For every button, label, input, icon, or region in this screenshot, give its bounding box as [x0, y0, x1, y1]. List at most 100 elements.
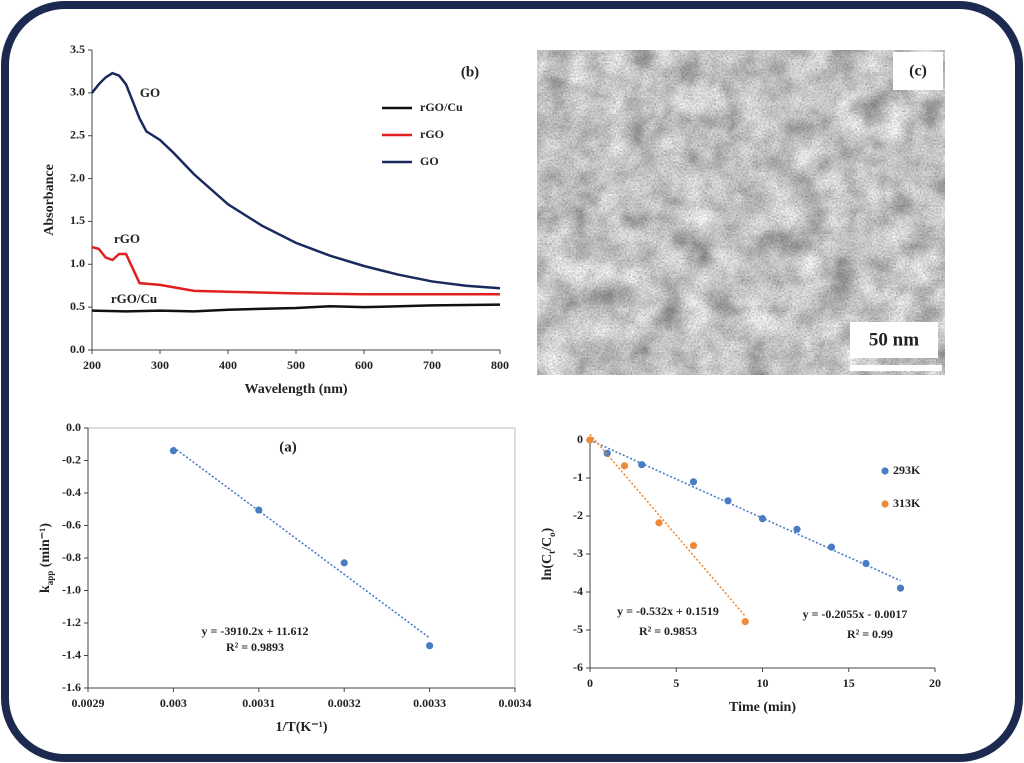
x-tick-label: 0.003 [160, 696, 187, 710]
trendline-equation: y = -0.532x + 0.1519 [617, 604, 719, 618]
y-tick-label: 0 [577, 432, 583, 446]
y-tick-label: 1.0 [70, 256, 85, 270]
annotation: GO [140, 85, 160, 100]
panel-title: (b) [461, 64, 479, 80]
data-point [741, 618, 749, 626]
data-point [862, 559, 870, 568]
scale-box [850, 322, 938, 358]
x-tick-label: 0.0032 [328, 696, 361, 710]
x-tick-label: 20 [929, 676, 941, 690]
trendline-r2: R² = 0.9853 [639, 624, 697, 638]
data-point [758, 515, 767, 523]
annotation: rGO/Cu [111, 291, 157, 306]
x-tick-label: 0 [587, 676, 593, 690]
axis-label-part: o [547, 532, 557, 537]
legend-label: GO [420, 154, 439, 168]
axis-label-part: k [38, 585, 53, 593]
label-box [893, 52, 943, 90]
legend-label: 313K [893, 496, 921, 510]
y-tick-label: -3 [573, 546, 583, 560]
data-point [827, 543, 836, 551]
y-tick-label: -0.2 [62, 452, 81, 466]
data-point [255, 506, 263, 514]
x-tick-label: 10 [757, 676, 769, 690]
trendline-r2: R² = 0.9893 [226, 640, 284, 654]
x-tick-label: 400 [219, 358, 237, 372]
trendline-r2: R² = 0.99 [847, 627, 893, 641]
axis-label-part: /C [540, 537, 555, 552]
legend-label: rGO/Cu [420, 100, 463, 114]
x-tick-label: 5 [673, 676, 679, 690]
x-tick-label: 0.0033 [413, 696, 446, 710]
axis-label-part: ln(C [540, 554, 555, 580]
axis-label-part: Time (min) [729, 700, 796, 715]
axis-label-part: Wavelength (nm) [244, 382, 347, 397]
y-tick-label: 1.5 [70, 213, 85, 227]
trendline-equation: y = -3910.2x + 11.612 [201, 624, 308, 638]
axis-label-part: t [547, 551, 557, 554]
axis-label: Absorbance [42, 164, 57, 236]
y-tick-label: -0.4 [62, 485, 81, 499]
y-tick-label: -1.6 [62, 680, 81, 694]
y-tick-label: 3.0 [70, 85, 85, 99]
axis-label-part: Absorbance [42, 164, 57, 236]
axis-label: Wavelength (nm) [244, 382, 347, 397]
panel-label: (c) [909, 63, 927, 80]
series-line [91, 245, 500, 296]
x-tick-label: 0.0031 [242, 696, 275, 710]
data-point [689, 478, 698, 486]
axis-label-part: ) [540, 527, 555, 532]
y-tick-label: -5 [573, 622, 583, 636]
trendline [172, 446, 431, 639]
data-point [638, 461, 646, 469]
y-tick-label: -1.0 [62, 582, 81, 596]
trendline-equation: y = -0.2055x - 0.0017 [803, 607, 908, 621]
y-tick-label: 2.5 [70, 127, 85, 141]
y-tick-label: -2 [573, 508, 583, 522]
y-tick-label: 3.5 [70, 42, 85, 56]
scale-bar [850, 365, 942, 371]
data-point [896, 584, 905, 592]
y-tick-label: -6 [573, 660, 583, 674]
axis-label-part: 1/T(K⁻¹) [275, 720, 327, 735]
x-tick-label: 200 [83, 358, 101, 372]
axis-label: Time (min) [729, 700, 796, 715]
data-point [655, 519, 663, 527]
legend-label: 293K [893, 463, 921, 477]
x-tick-label: 600 [355, 358, 373, 372]
data-point [586, 436, 594, 444]
x-tick-label: 0.0034 [499, 696, 532, 710]
legend-swatch [881, 467, 889, 475]
legend-swatch [881, 500, 889, 508]
data-point [689, 542, 698, 550]
micrograph [537, 50, 945, 375]
y-tick-label: 0.5 [70, 299, 85, 313]
x-tick-label: 500 [287, 358, 305, 372]
y-tick-label: 0.0 [70, 342, 85, 356]
scale-bar-label: 50 nm [869, 329, 919, 350]
axis-label: ln(Ct/Co) [540, 527, 557, 580]
data-point [169, 447, 177, 455]
x-tick-label: 800 [491, 358, 509, 372]
y-tick-label: -1 [573, 470, 583, 484]
x-tick-label: 0.0029 [72, 696, 105, 710]
data-point [426, 642, 434, 650]
axis-label: 1/T(K⁻¹) [275, 720, 327, 735]
legend-label: rGO [420, 127, 444, 141]
axis-label: kapp (min⁻¹) [38, 523, 55, 593]
x-tick-label: 700 [423, 358, 441, 372]
annotation: rGO [114, 231, 140, 246]
y-tick-label: -1.4 [62, 647, 81, 661]
tem-image: (c) 50 nm [537, 50, 945, 375]
y-tick-label: 2.0 [70, 170, 85, 184]
data-point [724, 497, 732, 505]
y-tick-label: 0.0 [66, 420, 81, 434]
x-tick-label: 15 [843, 676, 855, 690]
y-tick-label: -1.2 [62, 615, 81, 629]
data-point [340, 559, 348, 567]
data-point [793, 525, 801, 533]
y-tick-label: -0.6 [62, 517, 81, 531]
series-line [91, 71, 501, 290]
y-tick-label: -0.8 [62, 550, 81, 564]
